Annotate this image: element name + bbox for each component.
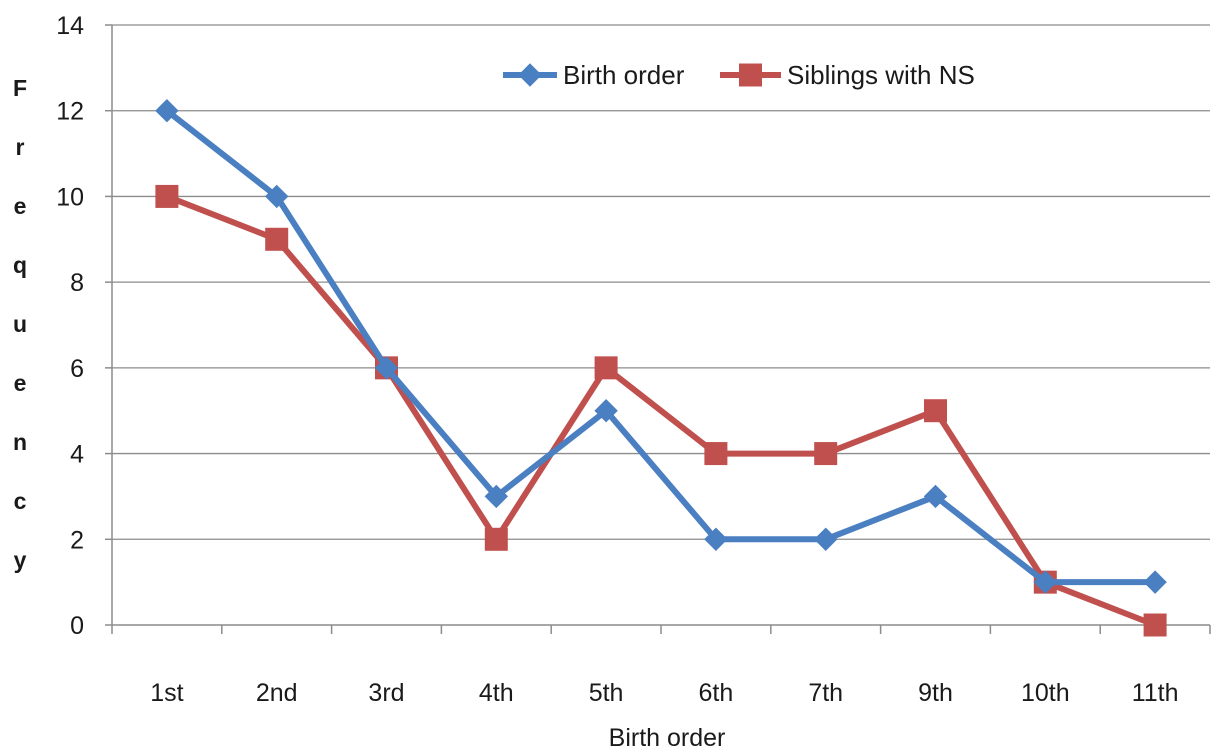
data-point-1-4th <box>484 527 508 551</box>
x-tick-label-5th: 5th <box>589 679 624 707</box>
data-point-0-9th <box>923 484 948 509</box>
legend-marker-0 <box>518 63 542 87</box>
legend-marker-1 <box>739 63 762 87</box>
y-tick-label-0: 0 <box>70 612 84 640</box>
legend: Birth order Siblings with NS <box>503 60 975 90</box>
series-line-1 <box>163 193 1159 628</box>
data-point-0-2nd <box>264 184 289 209</box>
data-point-1-5th <box>594 356 618 380</box>
y-tick-label-3: 6 <box>70 355 84 383</box>
y-axis-label: Fr e q u e n c y <box>13 75 27 573</box>
x-tick-labels: 1st 2nd 3rd 4th 5th 6th 7th 9th 10th 11th <box>150 679 1178 707</box>
y-tick-label-7: 14 <box>56 12 84 40</box>
y-axis-label-letter-4: u <box>13 311 27 337</box>
y-tick-label-6: 12 <box>56 98 84 126</box>
gridlines <box>112 24 1210 540</box>
x-tick-label-4th: 4th <box>479 679 514 707</box>
data-point-0-4th <box>484 484 509 509</box>
axes <box>105 24 1211 634</box>
x-tick-label-7th: 7th <box>808 679 843 707</box>
x-tick-label-6th: 6th <box>699 679 734 707</box>
y-axis-label-letter-1: r <box>16 134 25 160</box>
series-1 <box>155 184 1167 637</box>
legend-label-1: Siblings with NS <box>787 60 975 90</box>
legend-item-0: Birth order <box>503 60 685 90</box>
y-axis-label-letter-6: n <box>13 429 27 455</box>
data-point-0-3rd <box>374 356 399 380</box>
y-tick-label-5: 10 <box>56 183 84 211</box>
series-0 <box>155 99 1167 594</box>
y-axis-label-letter-0: F <box>13 75 27 101</box>
legend-label-0: Birth order <box>563 60 685 90</box>
y-axis-label-letter-5: e <box>14 370 27 396</box>
y-axis-label-letter-2: e <box>14 193 27 219</box>
x-axis-label: Birth order <box>609 724 726 752</box>
y-axis-label-letter-8: y <box>14 547 27 573</box>
data-point-0-6th <box>704 527 728 551</box>
data-point-1-7th <box>814 442 838 466</box>
x-tick-label-3rd: 3rd <box>368 679 404 707</box>
series-line-0 <box>163 107 1159 586</box>
data-point-0-10th <box>1033 570 1058 594</box>
x-tick-label-10th: 10th <box>1021 679 1070 707</box>
y-axis-label-letter-7: c <box>14 488 27 514</box>
data-point-1-11th <box>1143 613 1167 637</box>
x-tick-label-2nd: 2nd <box>256 679 298 707</box>
data-point-0-5th <box>594 399 618 423</box>
series <box>155 99 1167 637</box>
data-point-1-6th <box>704 442 728 466</box>
x-tick-label-11th: 11th <box>1132 679 1179 707</box>
y-tick-label-4: 8 <box>70 269 84 297</box>
x-tick-label-1st: 1st <box>150 679 183 707</box>
y-tick-label-2: 4 <box>70 441 84 469</box>
legend-item-1: Siblings with NS <box>720 60 975 90</box>
data-point-0-7th <box>813 527 838 551</box>
y-tick-label-1: 2 <box>70 526 84 554</box>
data-point-0-11th <box>1143 570 1167 594</box>
data-point-1-9th <box>924 399 947 423</box>
y-tick-labels: 0 2 4 6 8 10 12 14 <box>56 12 84 640</box>
y-axis-label-letter-3: q <box>13 252 27 278</box>
x-tick-label-9th: 9th <box>918 679 953 707</box>
data-point-1-1st <box>155 184 179 208</box>
data-point-1-2nd <box>265 227 289 251</box>
data-point-0-1st <box>155 99 179 123</box>
